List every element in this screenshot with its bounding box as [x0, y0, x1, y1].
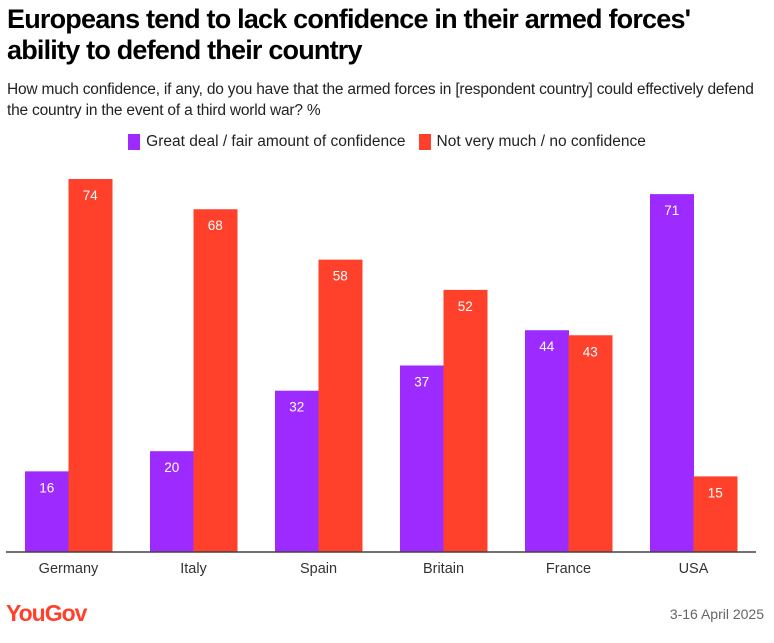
- data-label-usa-confident: 71: [664, 203, 679, 218]
- data-label-germany-not-confident: 74: [83, 188, 99, 203]
- data-label-spain-confident: 32: [289, 400, 304, 415]
- x-tick-label-italy: Italy: [180, 561, 207, 577]
- data-label-usa-not-confident: 15: [708, 485, 723, 500]
- data-label-spain-not-confident: 58: [333, 269, 348, 284]
- legend-item-confident: Great deal / fair amount of confidence: [128, 133, 406, 151]
- bar-france-not-confident: [568, 335, 613, 552]
- x-tick-label-spain: Spain: [300, 561, 337, 577]
- data-label-britain-confident: 37: [414, 375, 429, 390]
- data-label-france-confident: 44: [539, 339, 555, 354]
- bar-usa-not-confident: [693, 476, 738, 552]
- bar-spain-confident: [275, 390, 319, 552]
- legend-label-confident: Great deal / fair amount of confidence: [146, 133, 406, 150]
- data-label-france-not-confident: 43: [583, 344, 598, 359]
- bar-italy-not-confident: [193, 209, 238, 553]
- data-label-italy-confident: 20: [164, 460, 179, 475]
- x-tick-label-france: France: [546, 561, 591, 577]
- bar-italy-confident: [150, 451, 194, 552]
- x-tick-label-usa: USA: [679, 561, 709, 577]
- bar-usa-confident: [650, 194, 694, 552]
- data-label-britain-not-confident: 52: [458, 299, 473, 314]
- yougov-logo: YouGov: [6, 600, 87, 626]
- legend: Great deal / fair amount of confidence N…: [0, 133, 774, 151]
- legend-label-not-confident: Not very much / no confidence: [436, 133, 646, 150]
- bar-spain-not-confident: [318, 259, 363, 552]
- data-label-italy-not-confident: 68: [208, 218, 223, 233]
- data-label-germany-confident: 16: [39, 480, 54, 495]
- chart-title: Europeans tend to lack confidence in the…: [7, 4, 691, 65]
- bar-germany-not-confident: [68, 179, 113, 552]
- fieldwork-date: 3-16 April 2025: [669, 606, 764, 622]
- legend-swatch-not-confident: [418, 134, 431, 150]
- x-tick-label-britain: Britain: [423, 561, 464, 577]
- bars-group: [25, 179, 738, 553]
- x-tick-label-germany: Germany: [39, 561, 99, 577]
- x-tick-labels-group: Germany Italy Spain Britain France USA: [39, 561, 709, 577]
- bar-germany-confident: [25, 471, 69, 552]
- data-labels-group: 16 74 20 68 32 58 37 52 44 43 71 15: [39, 188, 723, 500]
- chart-subtitle: How much confidence, if any, do you have…: [7, 81, 754, 119]
- legend-item-not-confident: Not very much / no confidence: [418, 133, 646, 151]
- bar-france-confident: [525, 330, 569, 552]
- bar-britain-not-confident: [443, 289, 488, 552]
- legend-swatch-confident: [128, 134, 141, 150]
- bar-britain-confident: [400, 365, 444, 552]
